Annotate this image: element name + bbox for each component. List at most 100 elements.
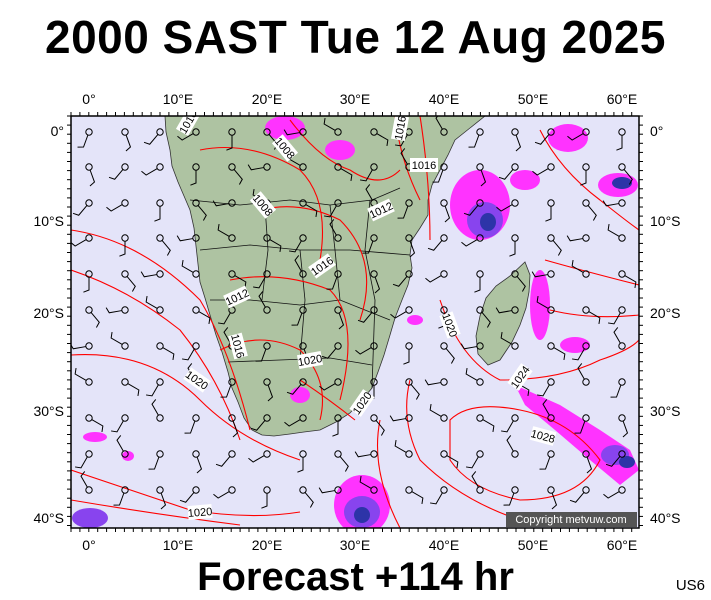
lon-labels-top: 0° 10°E 20°E 30°E 40°E 50°E 60°E [82,91,637,107]
station-circle [618,378,626,386]
wind-barb [326,276,338,290]
station-circle [511,199,519,207]
wind-barb [354,451,371,458]
station-circle [121,450,129,458]
station-circle [618,199,626,207]
wind-barb [536,295,549,309]
wind-barb [390,311,407,319]
wind-barb [461,239,478,247]
station-circle [547,306,555,314]
station-circle [192,199,200,207]
isobars [71,116,639,528]
wind-barb [624,275,637,289]
wind-barb [126,276,136,292]
wind-barb [223,327,231,344]
wind-barb [435,116,443,130]
station-circle [299,199,307,207]
station-circle [334,128,342,136]
wind-barb [545,206,552,222]
station-circle [263,342,271,350]
wind-barb [394,439,407,453]
wind-barb [495,307,512,314]
wind-barb [359,475,372,489]
station-circle [228,270,236,278]
wind-barb [498,169,514,180]
station-circle [192,128,200,136]
wind-barb [566,235,583,242]
station-circle [156,234,164,242]
station-circle [228,199,236,207]
wind-barb [339,456,349,472]
wind-barb [145,295,158,309]
wind-barb [233,169,243,185]
lat-tick-label: 30°S [650,403,681,419]
station-circle [334,378,342,386]
station-circle [582,128,590,136]
wind-barb [247,164,264,171]
station-circle [511,163,519,171]
wind-barb [425,275,442,283]
wind-barb [294,255,302,272]
wind-barb [74,367,87,381]
wind-barb [321,348,337,359]
wind-barb [539,456,551,470]
wind-barb [577,363,585,380]
wind-barb [288,240,302,253]
lon-tick-label: 20°E [252,537,283,553]
station-circle [405,342,413,350]
wind-barb [297,457,304,473]
wind-barb [196,456,203,474]
station-circle [299,342,307,350]
wind-barb [119,241,126,257]
station-circle [370,378,378,386]
station-circle [370,128,378,136]
wind-barb [509,241,516,257]
lon-tick-label: 0° [82,537,95,553]
wind-barb [429,492,443,505]
station-circle [121,378,129,386]
station-circle [192,450,200,458]
lon-tick-label: 20°E [252,91,283,107]
wind-barb [184,420,196,434]
station-circle [156,486,164,494]
station-circle [85,163,93,171]
wind-barb [197,205,207,221]
chart-code: US6 [675,577,705,594]
wind-barb [215,456,231,467]
chart-title: 2000 SAST Tue 12 Aug 2025 [45,11,666,63]
wind-barb [534,134,550,145]
station-circle [405,306,413,314]
station-circle [85,486,93,494]
forecast-label: Forecast +114 hr [197,555,514,599]
wind-barb [613,327,621,344]
wind-barb [177,133,194,141]
isobar-label: 1016 [412,160,436,172]
station-circle [85,270,93,278]
lat-labels-right: 0° 10°S 20°S 30°S 40°S [650,123,681,526]
station-circle [263,270,271,278]
station-circle [299,306,307,314]
wind-barb [389,415,406,422]
lat-tick-label: 0° [650,123,663,139]
station-circle [511,270,519,278]
wind-barb [258,291,266,308]
wind-barbs [71,116,637,510]
station-circle [511,342,519,350]
station-circle [582,234,590,242]
wind-barb [551,492,558,510]
wind-barb [105,307,122,314]
wind-barb [140,271,157,278]
wind-barb [429,403,442,417]
station-circle [334,163,342,171]
wind-barb [151,399,159,416]
wind-barb [357,312,373,323]
wind-barb [125,134,132,152]
wind-barb [143,134,159,145]
station-circle [228,486,236,494]
station-circle [156,270,164,278]
wind-barb [465,367,478,381]
station-circle [156,306,164,314]
station-circle [299,450,307,458]
station-circle [156,163,164,171]
